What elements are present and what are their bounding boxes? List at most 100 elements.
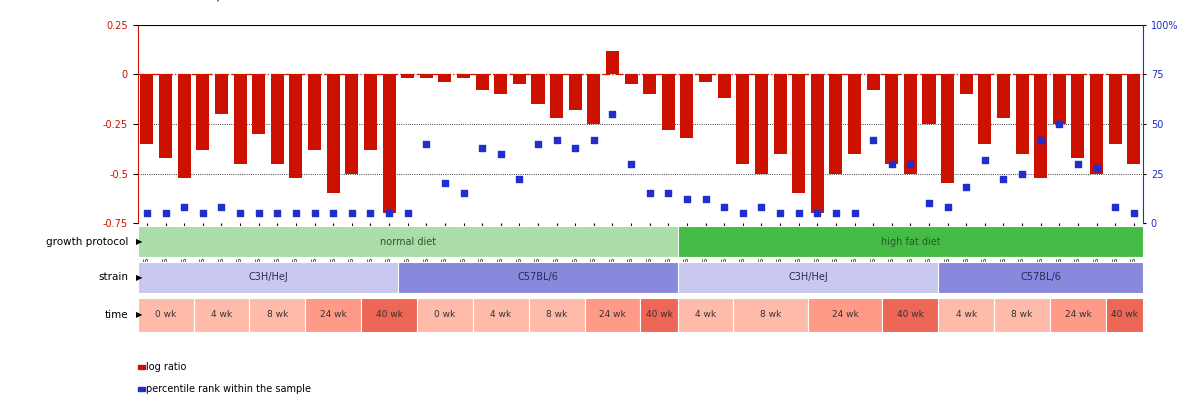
Bar [473,298,529,332]
Point [305,210,324,216]
Point [360,210,379,216]
Bar [678,262,938,293]
Text: C57BL/6: C57BL/6 [517,272,559,282]
Point [138,210,157,216]
Text: 4 wk: 4 wk [695,310,716,320]
Point [1013,170,1032,177]
Bar [249,298,305,332]
Bar [960,75,973,94]
Bar [138,298,194,332]
Point [919,200,938,207]
Bar [364,75,377,150]
Point [323,210,342,216]
Bar [830,75,843,173]
Text: 24 wk: 24 wk [1064,310,1092,320]
Point [956,184,976,191]
Point [1069,160,1088,167]
Point [715,204,734,211]
Bar [305,298,361,332]
Bar [233,75,247,164]
Point [249,210,268,216]
Point [231,210,250,216]
Point [1124,210,1143,216]
Bar [810,75,824,213]
Bar [938,298,995,332]
Bar [529,298,584,332]
Point [1031,136,1050,143]
Text: 8 wk: 8 wk [760,310,782,320]
Text: strain: strain [98,272,128,282]
Bar [494,75,508,94]
Bar [177,75,190,177]
Point [621,160,640,167]
Bar [755,75,768,173]
Bar [327,75,340,194]
Point [436,180,455,187]
Bar [138,226,678,257]
Point [901,160,920,167]
Bar [138,262,399,293]
Text: 8 wk: 8 wk [267,310,288,320]
Text: percentile rank within the sample: percentile rank within the sample [146,384,311,394]
Point [1050,121,1069,127]
Point [789,210,808,216]
Bar [420,75,433,78]
Bar [773,75,786,153]
Point [1106,204,1125,211]
Point [695,196,715,202]
Point [399,210,418,216]
Bar [475,75,488,90]
Text: 24 wk: 24 wk [320,310,347,320]
Bar [271,75,284,164]
Point [491,150,510,157]
Point [752,204,771,211]
Point [473,145,492,151]
Bar [140,75,153,144]
Point [1087,164,1106,171]
Text: 24 wk: 24 wk [598,310,626,320]
Point [379,210,399,216]
Point [528,141,547,147]
Bar [640,298,678,332]
Bar [551,75,563,118]
Bar [680,75,693,138]
Bar [662,75,675,130]
Bar [417,298,473,332]
Bar [196,75,209,150]
Point [510,176,529,183]
Text: 40 wk: 40 wk [376,310,402,320]
Bar [383,75,395,213]
Point [342,210,361,216]
Bar [734,298,808,332]
Text: 40 wk: 40 wk [897,310,924,320]
Bar [457,75,470,78]
Point [212,204,231,211]
Point [938,204,958,211]
Bar [978,75,991,144]
Point [268,210,287,216]
Bar [345,75,358,173]
Text: log ratio: log ratio [146,362,187,371]
Bar [923,75,936,124]
Bar [938,262,1143,293]
Text: high fat diet: high fat diet [881,237,940,247]
Bar [290,75,303,177]
Bar [569,75,582,110]
Bar [699,75,712,82]
Bar [808,298,882,332]
Point [547,136,566,143]
Text: ▶: ▶ [136,237,142,246]
Bar [1034,75,1047,177]
Bar [867,75,880,90]
Point [882,160,901,167]
Point [845,210,864,216]
Text: 4 wk: 4 wk [211,310,232,320]
Point [734,210,753,216]
Point [658,190,678,197]
Text: 4 wk: 4 wk [955,310,977,320]
Bar [512,75,525,84]
Text: 8 wk: 8 wk [546,310,567,320]
Bar [1128,75,1141,164]
Point [994,176,1013,183]
Point [193,210,212,216]
